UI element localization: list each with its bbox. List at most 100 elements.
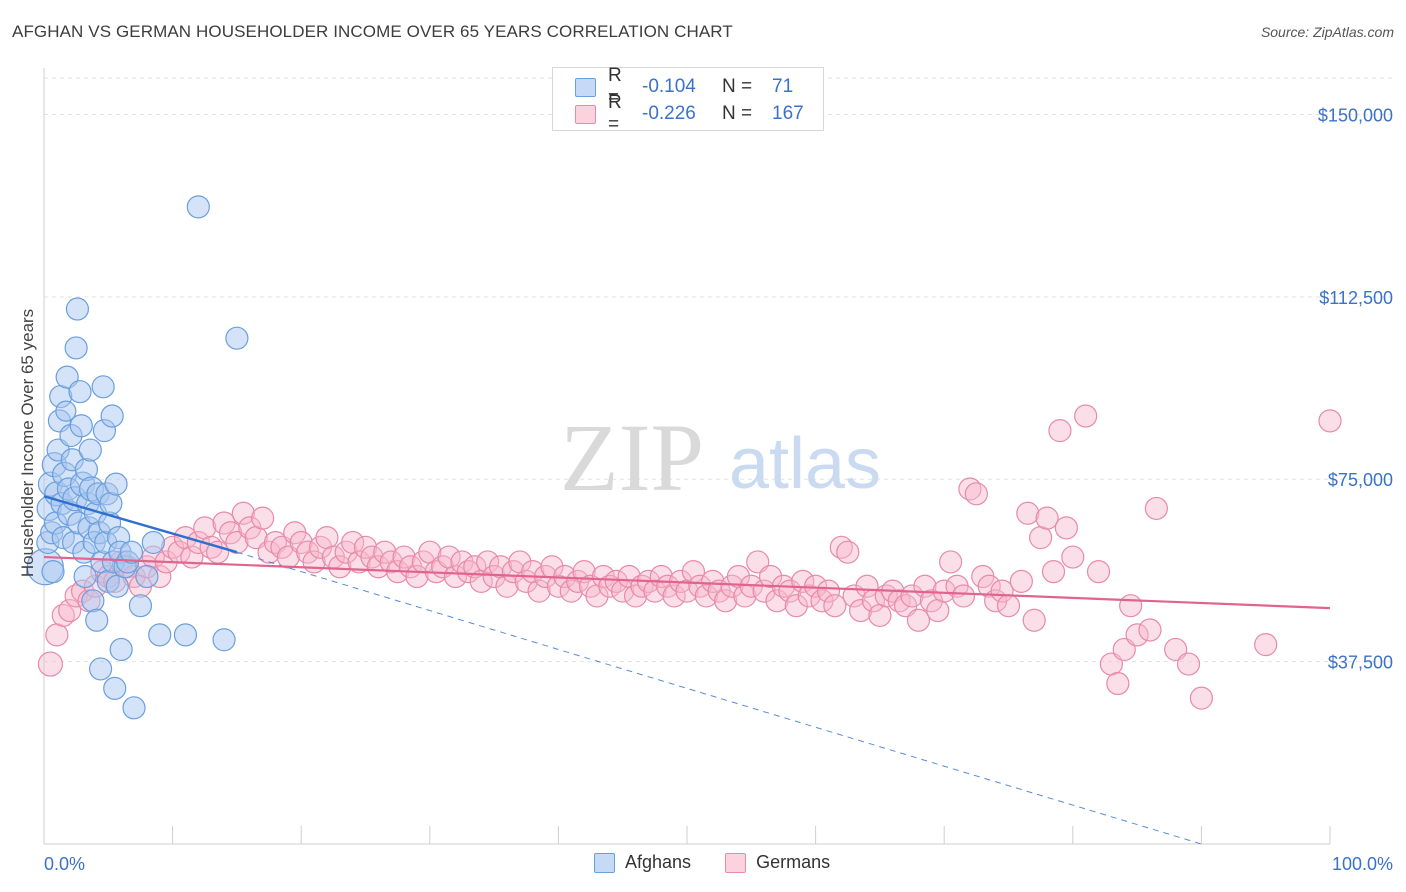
german-point xyxy=(1176,652,1201,676)
afghan-point xyxy=(212,628,236,652)
german-point xyxy=(347,550,371,574)
afghan-point xyxy=(78,438,102,462)
german-point xyxy=(251,506,275,530)
watermark-atlas: atlas xyxy=(729,424,881,504)
german-point xyxy=(315,525,339,550)
german-point xyxy=(926,598,950,623)
german-point xyxy=(765,589,789,613)
afghan-point xyxy=(135,564,159,589)
afghan-point xyxy=(41,560,65,584)
german-point xyxy=(849,598,873,623)
legend-afghans-label: Afghans xyxy=(625,852,692,872)
legend-row-germans: R = -0.226 N = 167 xyxy=(553,92,852,135)
german-point xyxy=(1138,618,1162,642)
german-point xyxy=(939,550,963,574)
r-label: R = xyxy=(608,65,622,108)
watermark-zip: ZIP xyxy=(560,404,704,511)
afghan-trend-line xyxy=(43,495,238,554)
german-point xyxy=(1029,525,1053,550)
afghan-point xyxy=(186,195,210,219)
y-tick-label: $150,000 xyxy=(1318,105,1393,125)
r-label: R = xyxy=(608,92,622,135)
axes xyxy=(43,68,1331,845)
afghan-point xyxy=(64,336,88,360)
x-tick-labels: 0.0% 100.0% xyxy=(44,854,1393,874)
afghan-points xyxy=(26,195,249,720)
german-point xyxy=(906,608,931,632)
afghan-point xyxy=(100,404,124,428)
german-point xyxy=(1164,637,1188,662)
afghan-point xyxy=(91,375,115,399)
chart-title: AFGHAN VS GERMAN HOUSEHOLDER INCOME OVER… xyxy=(12,22,733,41)
n-value: 71 xyxy=(772,76,794,97)
german-point xyxy=(816,579,841,603)
german-point xyxy=(977,574,1001,598)
n-value: 167 xyxy=(772,103,804,124)
german-point xyxy=(476,550,500,574)
german-point xyxy=(193,516,217,540)
german-point xyxy=(662,584,686,608)
german-point xyxy=(951,584,976,608)
afghan-point xyxy=(128,594,153,618)
german-point xyxy=(836,540,860,564)
german-point xyxy=(58,598,82,623)
german-point xyxy=(45,623,69,647)
german-point xyxy=(1048,419,1072,443)
german-point xyxy=(1106,671,1130,696)
afghan-point xyxy=(141,530,165,555)
series-legend: Afghans Germans xyxy=(594,852,864,873)
german-point xyxy=(37,651,64,677)
x-tick-label: 100.0% xyxy=(1332,854,1393,874)
watermark: ZIP atlas xyxy=(560,404,881,511)
german-point xyxy=(572,560,596,584)
german-point xyxy=(1112,637,1136,662)
german-point xyxy=(443,564,468,589)
legend-row-afghans: R = -0.104 N = 71 xyxy=(553,65,852,108)
afghan-point xyxy=(85,608,109,632)
german-point xyxy=(932,579,956,603)
german-point xyxy=(1035,506,1059,530)
german-point xyxy=(855,574,879,598)
afghan-point xyxy=(119,540,144,564)
afghan-point xyxy=(68,380,92,404)
afghan-point xyxy=(73,564,97,589)
afghan-point xyxy=(55,400,77,422)
afghan-trend-extension xyxy=(236,551,1202,845)
y-tick-label: $37,500 xyxy=(1328,653,1393,673)
afghan-point xyxy=(69,414,93,438)
german-point xyxy=(784,594,808,618)
german-point xyxy=(758,564,783,589)
german-point xyxy=(1061,545,1085,569)
german-point xyxy=(746,550,770,574)
y-tick-label: $112,500 xyxy=(1319,288,1393,308)
german-point xyxy=(1074,404,1098,428)
legend-item-germans: Germans xyxy=(725,852,830,873)
german-point xyxy=(186,530,210,555)
german-point xyxy=(868,603,892,628)
afghan-swatch xyxy=(594,852,615,873)
german-point xyxy=(694,584,718,608)
afghan-swatch xyxy=(575,77,596,97)
afghan-point xyxy=(148,623,172,647)
y-axis-label: Householder Income Over 65 years xyxy=(18,309,37,577)
german-point xyxy=(996,594,1021,618)
german-point xyxy=(328,555,352,579)
german-point xyxy=(225,530,249,555)
legend-item-afghans: Afghans xyxy=(594,852,691,873)
german-point xyxy=(964,482,988,506)
afghan-point xyxy=(104,472,128,496)
afghan-point xyxy=(99,491,123,516)
afghan-point xyxy=(103,676,127,700)
legend-germans-label: Germans xyxy=(756,852,831,872)
german-point xyxy=(1022,608,1046,632)
german-point xyxy=(713,589,738,613)
german-point xyxy=(1086,560,1111,584)
german-point xyxy=(1189,686,1214,710)
afghan-point xyxy=(65,297,90,321)
german-point xyxy=(1254,632,1278,657)
german-point xyxy=(1119,594,1143,618)
afghan-point xyxy=(88,657,113,681)
afghan-point xyxy=(81,589,105,613)
german-point xyxy=(990,579,1014,603)
